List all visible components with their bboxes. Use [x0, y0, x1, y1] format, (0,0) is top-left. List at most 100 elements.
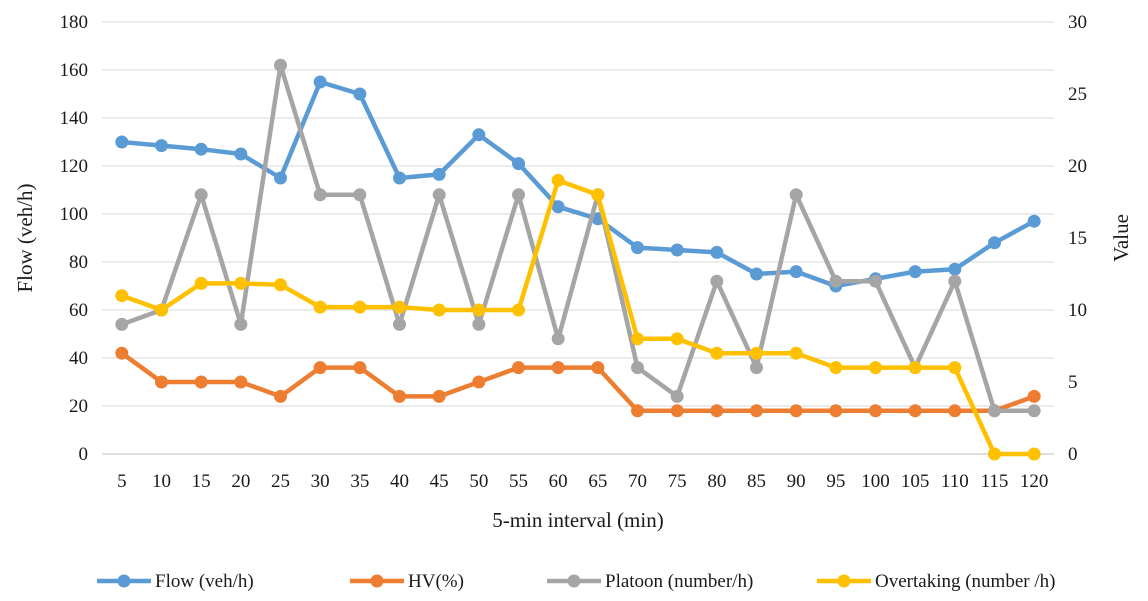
data-point: [155, 375, 168, 389]
data-point: [948, 274, 962, 288]
data-point: [869, 404, 882, 418]
data-point: [710, 346, 724, 360]
legend-item: Flow (veh/h): [97, 571, 254, 592]
data-point: [988, 404, 1001, 418]
x-tick-label: 90: [787, 471, 806, 492]
data-point: [750, 267, 763, 281]
data-point: [432, 188, 446, 202]
data-point: [710, 274, 724, 288]
x-tick-label: 100: [861, 471, 890, 492]
x-tick-label: 85: [747, 471, 766, 492]
data-point: [313, 361, 327, 375]
data-point: [115, 135, 129, 149]
data-point: [710, 245, 724, 259]
y-tick-label: 20: [69, 396, 88, 417]
data-point: [472, 128, 486, 142]
data-point: [512, 361, 525, 375]
data-point: [948, 404, 962, 418]
y-tick-label: 140: [60, 108, 89, 129]
y2-tick-label: 30: [1068, 12, 1087, 33]
data-point: [313, 188, 327, 202]
data-point: [234, 276, 248, 290]
x-tick-label: 120: [1020, 471, 1049, 492]
x-tick-label: 5: [117, 471, 127, 492]
data-point: [393, 317, 406, 331]
y-tick-label: 60: [69, 300, 88, 321]
data-point: [869, 274, 882, 288]
data-point: [1027, 447, 1041, 461]
x-tick-label: 45: [430, 471, 449, 492]
data-point: [551, 361, 565, 375]
data-point: [274, 278, 287, 292]
series-line: [119, 350, 1037, 414]
x-tick-label: 115: [981, 471, 1009, 492]
legend-label: Flow (veh/h): [155, 571, 254, 592]
legend-swatch-marker: [567, 574, 581, 588]
data-point: [432, 303, 446, 317]
data-point: [750, 346, 763, 360]
x-tick-label: 30: [311, 471, 330, 492]
data-point: [353, 87, 367, 101]
legend-item: Overtaking (number /h): [817, 571, 1055, 592]
data-point: [512, 157, 525, 171]
data-point: [472, 303, 486, 317]
y2-tick-label: 10: [1068, 300, 1087, 321]
series-1: [115, 346, 1041, 418]
data-point: [551, 332, 565, 346]
y2-tick-label: 15: [1068, 228, 1087, 249]
series-line: [119, 62, 1037, 414]
data-point: [274, 171, 287, 185]
data-point: [432, 167, 446, 181]
data-point: [472, 317, 486, 331]
x-tick-label: 75: [668, 471, 687, 492]
data-point: [393, 300, 406, 314]
x-tick-label: 35: [350, 471, 369, 492]
x-tick-label: 105: [901, 471, 930, 492]
series-3: [115, 173, 1041, 461]
data-point: [789, 404, 803, 418]
data-point: [353, 188, 367, 202]
y-axis-title: Flow (veh/h): [13, 183, 37, 292]
data-point: [631, 241, 644, 255]
legend-item: Platoon (number/h): [547, 571, 753, 592]
legend-label: Overtaking (number /h): [875, 571, 1055, 592]
data-point: [988, 236, 1001, 250]
data-point: [393, 389, 406, 403]
x-tick-label: 70: [628, 471, 647, 492]
data-point: [234, 317, 248, 331]
y-tick-label: 120: [60, 156, 89, 177]
data-point: [432, 389, 446, 403]
y2-tick-label: 0: [1068, 444, 1078, 465]
data-point: [194, 375, 208, 389]
data-point: [750, 404, 763, 418]
x-tick-label: 95: [826, 471, 845, 492]
data-point: [313, 75, 327, 89]
data-point: [155, 303, 168, 317]
data-point: [789, 346, 803, 360]
y-tick-label: 40: [69, 348, 88, 369]
data-point: [115, 289, 129, 303]
y-tick-label: 80: [69, 252, 88, 273]
data-point: [948, 361, 962, 375]
data-point: [155, 139, 168, 153]
data-point: [393, 171, 406, 185]
data-point: [234, 147, 248, 161]
series-2: [115, 58, 1041, 418]
data-point: [670, 389, 684, 403]
data-point: [591, 361, 605, 375]
y-tick-label: 100: [60, 204, 89, 225]
data-point: [194, 188, 208, 202]
data-point: [710, 404, 724, 418]
data-point: [948, 262, 962, 276]
series-line: [119, 178, 1037, 457]
data-point: [1027, 214, 1041, 228]
y2-tick-label: 25: [1068, 84, 1087, 105]
data-point: [591, 188, 605, 202]
data-point: [115, 317, 129, 331]
data-point: [551, 200, 565, 214]
x-tick-label: 10: [152, 471, 171, 492]
x-tick-label: 60: [549, 471, 568, 492]
data-point: [194, 142, 208, 156]
y2-tick-label: 20: [1068, 156, 1087, 177]
data-point: [670, 243, 684, 257]
